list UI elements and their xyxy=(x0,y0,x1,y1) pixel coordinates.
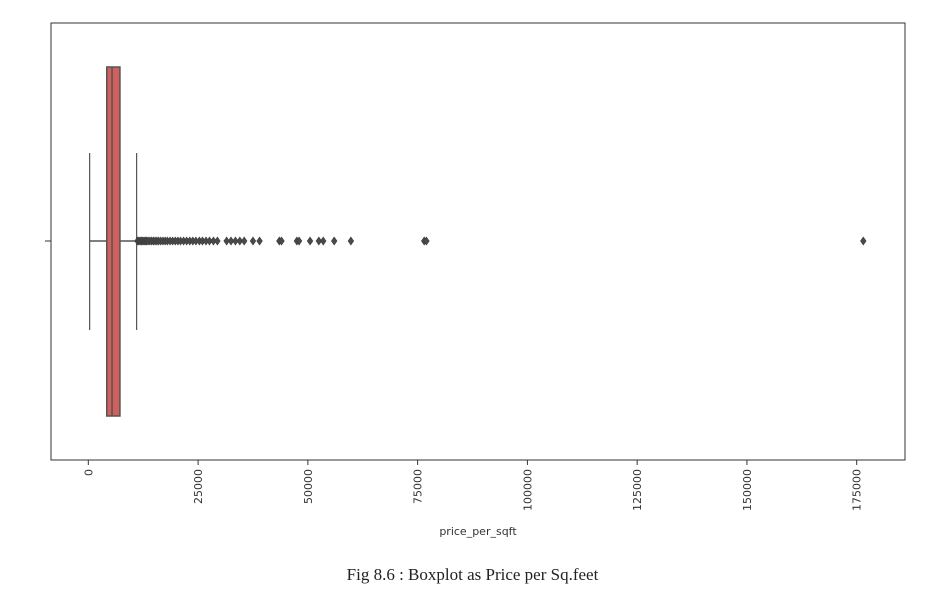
outlier-point xyxy=(214,236,221,246)
outlier-point xyxy=(227,236,235,246)
x-tick-label: 75000 xyxy=(412,469,425,504)
outlier-point xyxy=(278,236,285,246)
outlier-point xyxy=(295,236,303,246)
x-tick-label: 50000 xyxy=(302,469,315,504)
x-tick-label: 150000 xyxy=(741,469,754,511)
figure-caption: Fig 8.6 : Boxplot as Price per Sq.feet xyxy=(346,565,599,584)
outlier-point xyxy=(331,236,338,246)
outlier-point xyxy=(236,236,243,246)
outlier-point xyxy=(306,236,314,246)
outlier-point xyxy=(423,236,430,246)
boxplot xyxy=(89,66,138,417)
outlier-point xyxy=(241,236,248,246)
x-tick-label: 175000 xyxy=(851,469,864,511)
outlier-point xyxy=(249,236,257,246)
outlier-point xyxy=(320,236,327,246)
x-tick-label: 0 xyxy=(82,469,95,476)
outlier-point xyxy=(315,236,323,246)
interquartile-box xyxy=(106,66,121,417)
boxplot-figure: 0 25000 50000 75000 100000 125000 150000 175000… xyxy=(45,22,906,538)
outlier-point xyxy=(256,236,263,246)
outlier-point xyxy=(223,236,230,246)
x-tick-label: 100000 xyxy=(521,469,534,511)
x-axis-ticks: 0 25000 50000 75000 100000 125000 150000 175000 xyxy=(82,460,864,511)
outlier-point xyxy=(232,236,239,246)
outlier-point xyxy=(860,236,867,246)
x-axis-label: price_per_sqft xyxy=(439,525,517,538)
x-tick-label: 125000 xyxy=(631,469,644,511)
outlier-points xyxy=(134,236,867,246)
outlier-point xyxy=(347,236,355,246)
x-tick-label: 25000 xyxy=(192,469,205,504)
